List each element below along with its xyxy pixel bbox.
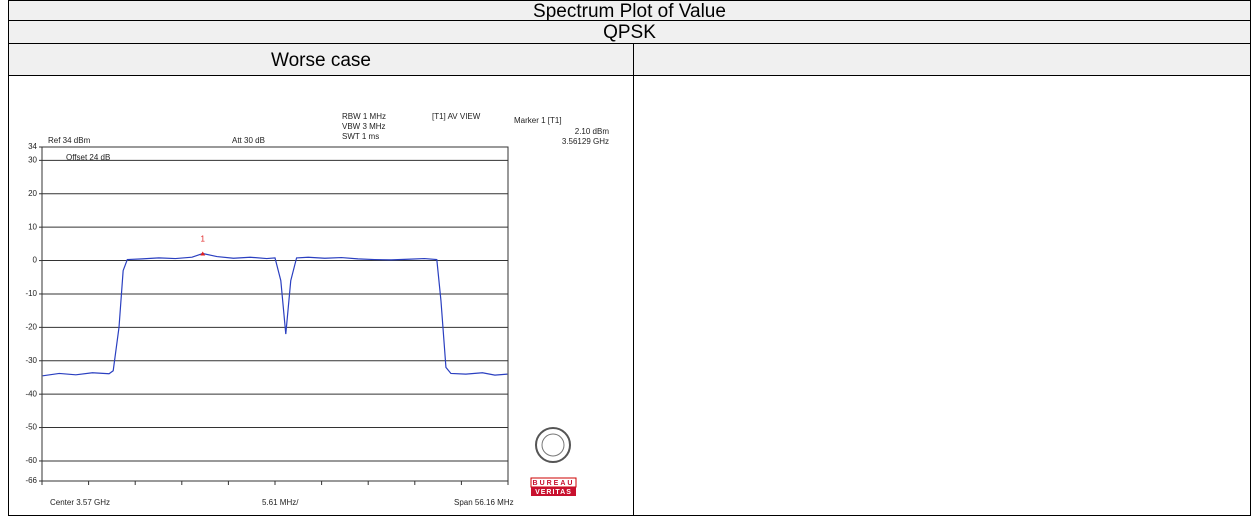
annotation: 2.10 dBm [575, 127, 610, 136]
logo-text: BUREAU [533, 480, 575, 487]
y-tick-label: -10 [25, 289, 37, 298]
y-tick-label: 20 [28, 189, 37, 198]
y-tick-label: 30 [28, 155, 37, 164]
plot-frame [41, 146, 509, 482]
annotation: Ref 34 dBm [48, 136, 91, 145]
annotation: [T1] AV VIEW [432, 112, 481, 121]
annotation: Center 3.57 GHz [50, 498, 110, 507]
annotation: VBW 3 MHz [342, 122, 386, 131]
y-tick-label: 34 [28, 142, 37, 151]
annotation: Span 56.16 MHz [454, 498, 514, 507]
annotation: Offset 24 dB [66, 153, 110, 162]
y-tick-label: -40 [25, 389, 37, 398]
logo-box [531, 487, 576, 496]
y-tick-label: -66 [25, 476, 37, 485]
annotation: SWT 1 ms [342, 132, 379, 141]
annotation: Att 30 dB [232, 136, 265, 145]
logo-text: VERITAS [535, 489, 572, 496]
marker-label: 1 [201, 235, 206, 244]
annotation: 3.56129 GHz [562, 137, 609, 146]
logo [530, 427, 577, 496]
y-tick-label: -50 [25, 423, 37, 432]
annotation: Marker 1 [T1] [514, 116, 562, 125]
logo-seal [541, 433, 565, 457]
marker [200, 251, 206, 256]
y-tick-label: 10 [28, 222, 37, 231]
y-tick-label: 0 [33, 256, 38, 265]
annotation: 5.61 MHz/ [262, 498, 299, 507]
logo-seal [535, 427, 571, 463]
trace [42, 252, 508, 377]
y-tick-label: -30 [25, 356, 37, 365]
annotation: RBW 1 MHz [342, 112, 386, 121]
empty-cell [633, 75, 1251, 516]
y-tick-label: -60 [25, 456, 37, 465]
y-tick-label: -20 [25, 322, 37, 331]
case-header: Worse case [8, 43, 634, 76]
